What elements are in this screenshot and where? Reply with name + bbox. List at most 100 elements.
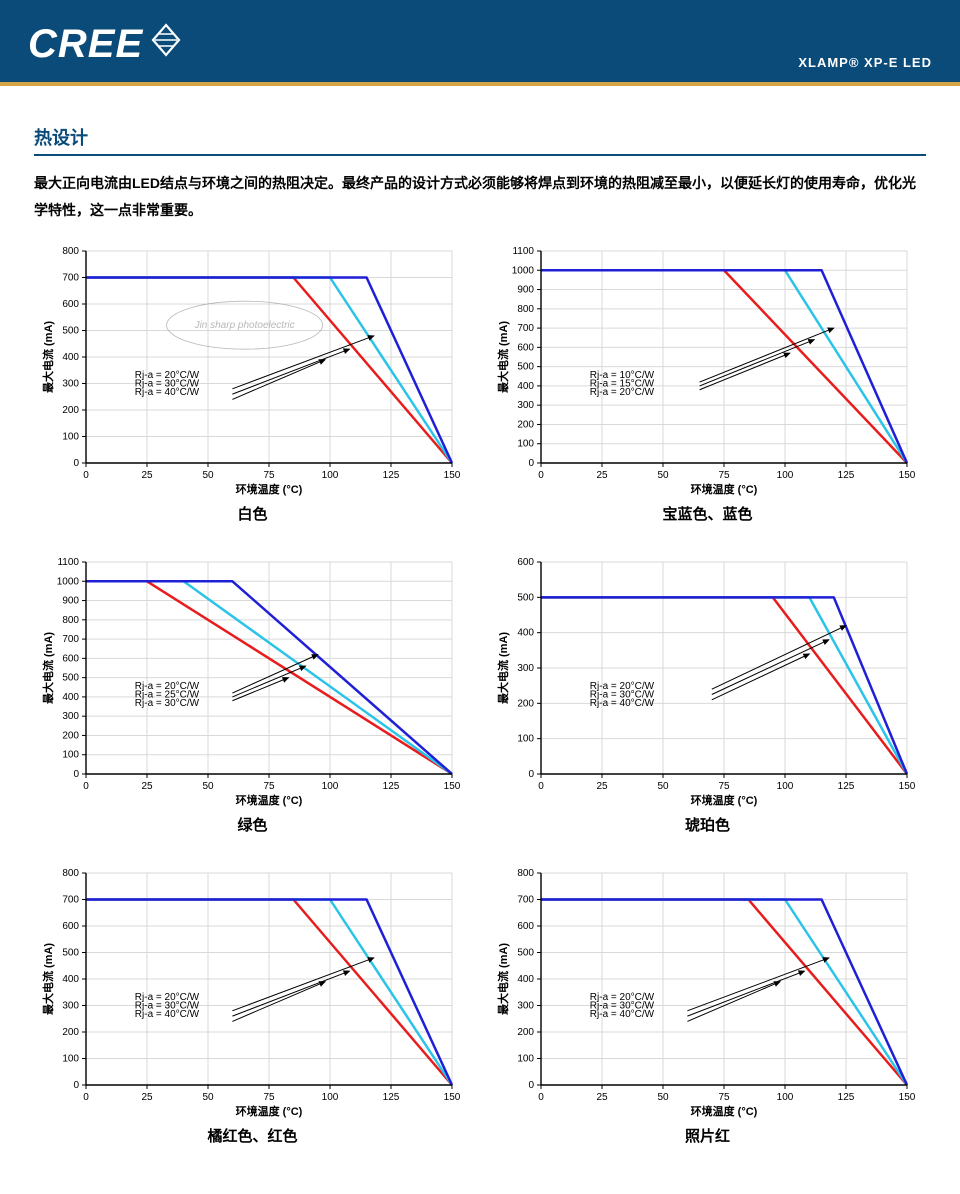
svg-text:25: 25: [596, 470, 608, 481]
legend-entry: Rj-a = 30°C/W: [135, 698, 200, 709]
svg-text:100: 100: [322, 1092, 339, 1103]
svg-text:400: 400: [62, 974, 79, 985]
svg-text:800: 800: [517, 304, 534, 315]
svg-text:0: 0: [528, 458, 534, 469]
svg-text:800: 800: [62, 615, 79, 626]
svg-text:400: 400: [517, 974, 534, 985]
legend-entry: Rj-a = 40°C/W: [135, 387, 200, 398]
svg-text:150: 150: [444, 781, 460, 792]
svg-text:600: 600: [62, 921, 79, 932]
svg-text:0: 0: [83, 1092, 89, 1103]
svg-text:1100: 1100: [57, 557, 79, 568]
svg-text:150: 150: [899, 1092, 915, 1103]
svg-text:25: 25: [596, 1092, 608, 1103]
svg-text:800: 800: [62, 868, 79, 879]
svg-text:300: 300: [517, 400, 534, 411]
svg-text:500: 500: [62, 673, 79, 684]
svg-text:50: 50: [657, 1092, 669, 1103]
svg-text:700: 700: [62, 895, 79, 906]
derating-chart: Rj-a = 20°C/WRj-a = 30°C/WRj-a = 40°C/W0…: [495, 552, 915, 812]
svg-text:75: 75: [718, 1092, 730, 1103]
svg-text:100: 100: [517, 439, 534, 450]
y-axis-label: 最大电流 (mA): [496, 632, 510, 704]
svg-text:75: 75: [263, 1092, 275, 1103]
chart-title: 绿色: [40, 814, 465, 835]
x-axis-label: 环境温度 (°C): [236, 482, 303, 496]
svg-text:600: 600: [517, 557, 534, 568]
svg-text:50: 50: [657, 781, 669, 792]
svg-text:150: 150: [444, 1092, 460, 1103]
svg-text:400: 400: [517, 628, 534, 639]
svg-text:100: 100: [322, 470, 339, 481]
svg-text:100: 100: [517, 734, 534, 745]
logo-icon: [149, 22, 183, 67]
svg-text:150: 150: [444, 470, 460, 481]
svg-text:50: 50: [202, 1092, 214, 1103]
chart-title: 白色: [40, 503, 465, 524]
svg-text:50: 50: [657, 470, 669, 481]
svg-text:50: 50: [202, 781, 214, 792]
svg-text:75: 75: [718, 470, 730, 481]
svg-text:75: 75: [718, 781, 730, 792]
svg-text:0: 0: [538, 470, 544, 481]
derating-chart: Jin sharp photoelectricRj-a = 20°C/WRj-a…: [40, 241, 460, 501]
logo-text: CREE: [28, 22, 143, 67]
svg-text:0: 0: [83, 781, 89, 792]
svg-text:300: 300: [62, 1001, 79, 1012]
x-axis-label: 环境温度 (°C): [236, 1104, 303, 1118]
legend-entry: Rj-a = 40°C/W: [135, 1009, 200, 1020]
svg-text:200: 200: [62, 731, 79, 742]
svg-text:125: 125: [383, 470, 400, 481]
svg-text:800: 800: [62, 246, 79, 257]
intro-paragraph: 最大正向电流由LED结点与环境之间的热阻决定。最终产品的设计方式必须能够将焊点到…: [34, 170, 926, 223]
svg-text:100: 100: [62, 750, 79, 761]
svg-text:200: 200: [62, 1027, 79, 1038]
svg-text:100: 100: [777, 1092, 794, 1103]
svg-text:125: 125: [383, 1092, 400, 1103]
svg-text:500: 500: [517, 593, 534, 604]
svg-text:100: 100: [777, 781, 794, 792]
svg-text:50: 50: [202, 470, 214, 481]
svg-text:125: 125: [383, 781, 400, 792]
svg-text:600: 600: [62, 299, 79, 310]
svg-text:1000: 1000: [512, 265, 535, 276]
chart-cell: Rj-a = 20°C/WRj-a = 30°C/WRj-a = 40°C/W0…: [495, 552, 920, 835]
svg-text:500: 500: [62, 948, 79, 959]
svg-text:100: 100: [62, 432, 79, 443]
legend-entry: Rj-a = 20°C/W: [590, 387, 655, 398]
svg-text:400: 400: [62, 352, 79, 363]
svg-text:125: 125: [838, 1092, 855, 1103]
x-axis-label: 环境温度 (°C): [691, 1104, 758, 1118]
svg-text:100: 100: [322, 781, 339, 792]
svg-text:75: 75: [263, 781, 275, 792]
svg-text:400: 400: [62, 692, 79, 703]
svg-text:0: 0: [73, 1080, 79, 1091]
section-title: 热设计: [34, 124, 926, 156]
svg-text:Jin sharp photoelectric: Jin sharp photoelectric: [194, 320, 295, 331]
svg-text:25: 25: [141, 781, 153, 792]
svg-text:25: 25: [596, 781, 608, 792]
svg-text:700: 700: [62, 634, 79, 645]
y-axis-label: 最大电流 (mA): [41, 321, 55, 393]
y-axis-label: 最大电流 (mA): [496, 321, 510, 393]
chart-grid: Jin sharp photoelectricRj-a = 20°C/WRj-a…: [34, 241, 926, 1146]
x-axis-label: 环境温度 (°C): [691, 482, 758, 496]
y-axis-label: 最大电流 (mA): [41, 943, 55, 1015]
svg-text:500: 500: [62, 326, 79, 337]
svg-text:200: 200: [517, 420, 534, 431]
svg-text:600: 600: [62, 654, 79, 665]
svg-text:0: 0: [83, 470, 89, 481]
chart-title: 宝蓝色、蓝色: [495, 503, 920, 524]
svg-text:300: 300: [62, 711, 79, 722]
svg-text:100: 100: [62, 1054, 79, 1065]
x-axis-label: 环境温度 (°C): [236, 793, 303, 807]
svg-text:75: 75: [263, 470, 275, 481]
svg-text:600: 600: [517, 921, 534, 932]
svg-text:200: 200: [62, 405, 79, 416]
content-area: 热设计 最大正向电流由LED结点与环境之间的热阻决定。最终产品的设计方式必须能够…: [0, 86, 960, 1166]
page-header: CREE XLAMP® XP-E LED: [0, 0, 960, 86]
svg-text:300: 300: [62, 379, 79, 390]
svg-text:125: 125: [838, 470, 855, 481]
svg-text:500: 500: [517, 362, 534, 373]
svg-text:700: 700: [62, 273, 79, 284]
